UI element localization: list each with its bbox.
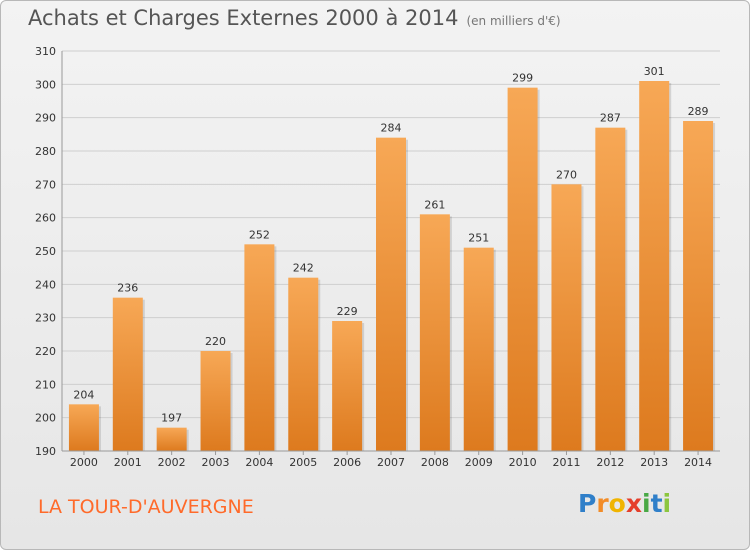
y-tick-label: 190	[35, 445, 56, 458]
data-label: 242	[293, 262, 314, 275]
logo-letter: P	[578, 489, 597, 518]
bar	[507, 87, 538, 452]
logo-letter: x	[625, 489, 642, 518]
data-label: 301	[644, 65, 665, 78]
bar	[200, 351, 231, 451]
y-tick-label: 290	[35, 112, 56, 125]
y-tick-label: 270	[35, 178, 56, 191]
data-label: 229	[337, 305, 358, 318]
y-tick-label: 260	[35, 212, 56, 225]
logo-letter: i	[662, 489, 672, 518]
data-label: 236	[117, 282, 138, 295]
x-tick-label: 2012	[596, 456, 624, 469]
bar	[68, 404, 99, 451]
chart-title-text: Achats et Charges Externes 2000 à 2014	[28, 6, 459, 30]
data-label: 261	[424, 198, 445, 211]
logo-letter: r	[596, 489, 609, 518]
data-label: 287	[600, 112, 621, 125]
x-tick-label: 2008	[421, 456, 449, 469]
data-label: 197	[161, 412, 182, 425]
data-label: 289	[688, 105, 709, 118]
logo-letter: o	[608, 489, 626, 518]
data-label: 220	[205, 335, 226, 348]
x-tick-label: 2014	[684, 456, 712, 469]
y-tick-label: 220	[35, 345, 56, 358]
bar	[332, 321, 363, 451]
x-tick-label: 2002	[158, 456, 186, 469]
x-tick-label: 2000	[70, 456, 98, 469]
bar	[244, 244, 275, 451]
x-tick-label: 2005	[289, 456, 317, 469]
bars: 204 236 197 220 252 242 229 284 261 251 299 270 287 3…	[68, 65, 716, 452]
bar	[376, 137, 406, 451]
y-tick-label: 200	[35, 412, 56, 425]
y-tick-label: 280	[35, 145, 56, 158]
x-tick-label: 2011	[552, 456, 580, 469]
data-label: 251	[468, 232, 489, 245]
bar	[419, 214, 450, 451]
data-label: 204	[73, 388, 94, 401]
x-tick-label: 2009	[465, 456, 493, 469]
data-label: 284	[381, 122, 402, 135]
x-tick-label: 2004	[245, 456, 273, 469]
data-label: 299	[512, 72, 533, 85]
y-tick-label: 240	[35, 278, 56, 291]
x-tick-label: 2001	[114, 456, 142, 469]
data-label: 252	[249, 228, 270, 241]
x-tick-label: 2007	[377, 456, 405, 469]
bar	[551, 184, 582, 452]
bar	[156, 427, 187, 451]
place-name: LA TOUR-D'AUVERGNE	[38, 496, 254, 518]
bar	[288, 277, 319, 451]
x-tick-label: 2010	[509, 456, 537, 469]
x-tick-label: 2013	[640, 456, 668, 469]
y-tick-label: 300	[35, 78, 56, 91]
logo-letter: t	[650, 489, 663, 518]
bar	[595, 127, 626, 452]
bar	[683, 121, 714, 451]
y-tick-label: 310	[35, 45, 56, 58]
chart-title: Achats et Charges Externes 2000 à 2014 (e…	[28, 6, 561, 30]
bar	[112, 297, 143, 451]
y-tick-label: 230	[35, 312, 56, 325]
logo-letter: i	[642, 489, 651, 518]
x-tick-label: 2006	[333, 456, 361, 469]
y-tick-label: 210	[35, 378, 56, 391]
chart-unit: (en milliers d'€)	[466, 14, 561, 28]
bar	[463, 247, 494, 451]
proxiti-logo: Proxiti	[578, 489, 671, 518]
y-tick-label: 250	[35, 245, 56, 258]
data-label: 270	[556, 168, 577, 181]
bar	[639, 81, 670, 451]
x-tick-label: 2003	[202, 456, 230, 469]
axes: 190 200 210 220 230 240 250 260 270 280 290 300 310 2…	[35, 45, 720, 469]
